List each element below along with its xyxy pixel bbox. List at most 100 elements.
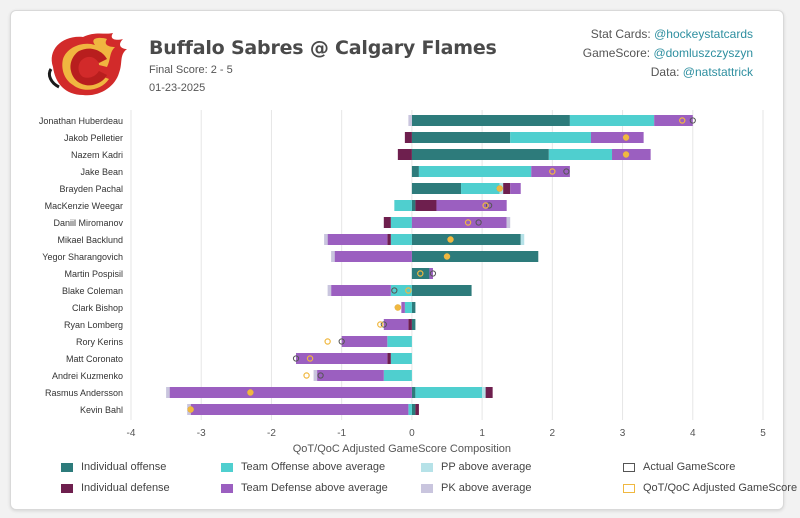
bar-segment-pk	[331, 251, 335, 262]
x-tick-label: -4	[127, 428, 136, 439]
credit-data: Data: @natstattrick	[651, 65, 753, 79]
legend-label: Individual defense	[81, 482, 170, 494]
bar-segment-team-offense	[394, 200, 412, 211]
bar-segment-team-defense	[612, 149, 651, 160]
legend-swatch	[623, 483, 635, 493]
bar-segment-individual-defense	[397, 149, 412, 160]
bar-segment-individual-offense	[411, 387, 416, 398]
legend-item-individual-offense: Individual offense	[61, 461, 166, 473]
legend-label: PK above average	[441, 482, 532, 494]
player-label: MacKenzie Weegar	[45, 201, 123, 211]
bar-segment-individual-offense	[411, 166, 419, 177]
credit-gamescore: GameScore: @domluszczyszyn	[583, 46, 753, 60]
adjusted-gamescore-marker	[679, 117, 686, 124]
bar-segment-team-offense	[408, 404, 412, 415]
bar-segment-team-offense	[390, 285, 412, 296]
x-tick-label: 3	[620, 428, 626, 439]
x-axis-label: QoT/QoC Adjusted GameScore Composition	[293, 443, 511, 455]
legend-label: Team Defense above average	[241, 482, 388, 494]
player-label: Blake Coleman	[62, 286, 123, 296]
adjusted-gamescore-marker	[447, 236, 454, 243]
player-label: Brayden Pachal	[59, 184, 123, 194]
actual-gamescore-marker	[292, 355, 300, 362]
player-label: Rory Kerins	[76, 337, 124, 347]
adjusted-gamescore-marker	[417, 270, 424, 277]
player-label: Jakob Pelletier	[64, 133, 123, 143]
adjusted-gamescore-marker	[306, 355, 314, 362]
adjusted-gamescore-marker	[405, 287, 412, 294]
adjusted-gamescore-marker	[464, 219, 472, 226]
credit-label: Stat Cards:	[590, 27, 651, 41]
actual-gamescore-marker	[486, 202, 493, 209]
bar-segment-pk	[408, 115, 412, 126]
bar-segment-individual-defense	[485, 387, 493, 398]
bar-segment-pk	[327, 285, 332, 296]
legend-item-individual-defense: Individual defense	[61, 482, 170, 494]
x-tick-label: 2	[550, 428, 556, 439]
bar-segment-pk	[324, 234, 328, 245]
credit-stat-cards: Stat Cards: @hockeystatcards	[591, 27, 753, 41]
adjusted-gamescore-marker	[303, 372, 310, 379]
bar-segment-pk	[313, 370, 318, 381]
x-tick-label: 1	[479, 428, 485, 439]
player-label: Mikael Backlund	[57, 235, 123, 245]
actual-gamescore-marker	[380, 321, 387, 328]
bar-segment-pk	[166, 387, 170, 398]
bar-segment-team-defense	[383, 319, 409, 330]
legend-item-adjusted-marker: QoT/QoC Adjusted GameScore	[623, 482, 797, 494]
player-label: Clark Bishop	[72, 303, 123, 313]
bar-segment-individual-defense	[503, 183, 511, 194]
bar-segment-team-offense	[390, 217, 412, 228]
bar-segment-individual-offense	[411, 251, 539, 262]
adjusted-gamescore-marker	[187, 406, 194, 413]
player-label: Nazem Kadri	[71, 150, 123, 160]
actual-gamescore-marker	[338, 338, 345, 345]
gamescore-chart: -4 -3 -2 -1 0 1 2 3 4 5 QoT/QoC Adjusted GameScore…	[39, 110, 766, 455]
player-label: Yegor Sharangovich	[42, 252, 123, 262]
bar-segment-team-defense	[331, 285, 391, 296]
bar-segment-individual-offense	[411, 319, 416, 330]
player-label: Andrei Kuzmenko	[52, 371, 123, 381]
actual-gamescore-marker	[429, 270, 437, 277]
legend-swatch	[221, 462, 233, 472]
bar-segment-team-offense	[510, 132, 591, 143]
credit-handle-link[interactable]: @domluszczyszyn	[653, 46, 753, 60]
credit-handle-link[interactable]: @natstattrick	[682, 65, 753, 79]
bar-segment-individual-offense	[411, 200, 416, 211]
bar-segment-pp	[520, 234, 525, 245]
adjusted-gamescore-marker	[394, 304, 402, 311]
bar-segment-individual-defense	[387, 234, 391, 245]
adjusted-gamescore-marker	[482, 202, 489, 209]
bar-segment-individual-defense	[415, 404, 419, 415]
bar-segment-team-defense	[590, 132, 644, 143]
bar-segment-individual-defense	[408, 319, 412, 330]
adjusted-gamescore-marker	[549, 168, 556, 175]
bar-segment-individual-offense	[411, 183, 462, 194]
bar-segment-individual-offense	[411, 234, 521, 245]
x-tick-label: 0	[409, 428, 415, 439]
legend-item-actual-marker: Actual GameScore	[623, 461, 735, 473]
player-label: Jonathan Huberdeau	[39, 116, 123, 126]
bar-segment-team-offense	[404, 302, 412, 313]
credit-handle-link[interactable]: @hockeystatcards	[654, 27, 753, 41]
adjusted-gamescore-marker	[443, 253, 451, 260]
bar-segment-team-defense	[327, 234, 388, 245]
legend-item-pk: PK above average	[421, 482, 532, 494]
player-label: Kevin Bahl	[80, 405, 123, 415]
bar-segment-team-offense	[383, 370, 412, 381]
legend-swatch	[421, 462, 433, 472]
bar-segment-team-defense	[169, 387, 412, 398]
bar-segment-team-offense	[548, 149, 613, 160]
bar-segment-team-defense	[296, 353, 388, 364]
legend-swatch	[221, 483, 233, 493]
bar-segment-individual-defense	[383, 217, 391, 228]
game-date: 01-23-2025	[149, 82, 206, 94]
adjusted-gamescore-marker	[622, 151, 630, 158]
adjusted-gamescore-marker	[496, 185, 503, 192]
bar-segment-team-offense	[390, 234, 412, 245]
final-score: Final Score: 2 - 5	[149, 64, 233, 76]
bar-segment-pk	[506, 217, 511, 228]
bar-segment-team-offense	[387, 336, 412, 347]
player-label: Jake Bean	[80, 167, 123, 177]
bar-segment-team-defense	[411, 217, 507, 228]
